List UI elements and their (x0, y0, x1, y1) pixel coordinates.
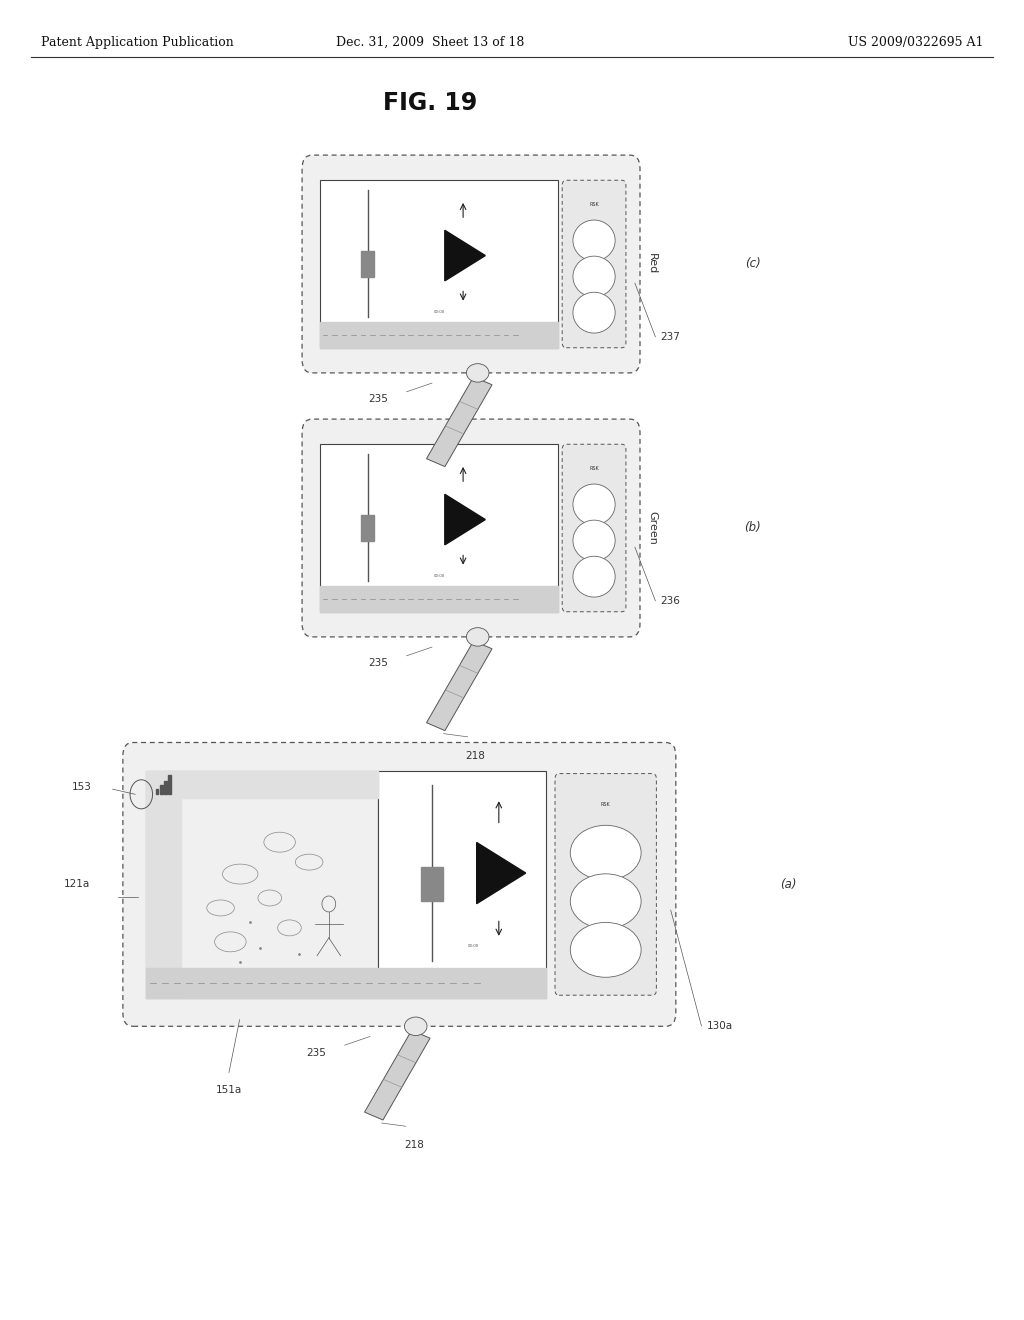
Bar (156, 788, 159, 795)
Ellipse shape (573, 292, 615, 333)
Text: 151a: 151a (216, 1085, 242, 1094)
Text: 11:06AM: 11:06AM (207, 783, 224, 787)
Bar (160, 784, 163, 795)
Bar (164, 781, 167, 795)
Ellipse shape (573, 220, 615, 261)
Ellipse shape (404, 1016, 427, 1035)
Text: 235: 235 (369, 659, 388, 668)
Ellipse shape (573, 520, 615, 561)
Text: (a): (a) (780, 878, 797, 891)
Text: LSK: LSK (523, 333, 531, 337)
Text: 218: 218 (466, 751, 485, 760)
Bar (146, 968, 546, 998)
Text: Green: Green (647, 511, 657, 545)
Text: (c): (c) (744, 257, 761, 271)
Text: US 2009/0322695 A1: US 2009/0322695 A1 (848, 36, 983, 49)
Text: FIG. 19: FIG. 19 (383, 91, 477, 115)
Text: 235: 235 (369, 395, 388, 404)
Bar (146, 771, 378, 799)
FancyBboxPatch shape (123, 742, 676, 1027)
Text: Red: Red (647, 253, 657, 275)
FancyBboxPatch shape (321, 444, 558, 612)
FancyBboxPatch shape (378, 771, 546, 998)
Text: RSK: RSK (589, 202, 599, 207)
Polygon shape (444, 494, 485, 545)
Text: 00:00: 00:00 (468, 944, 479, 948)
Ellipse shape (573, 256, 615, 297)
Ellipse shape (573, 556, 615, 597)
Text: 153: 153 (72, 781, 92, 792)
Ellipse shape (467, 363, 489, 383)
FancyBboxPatch shape (562, 445, 626, 611)
Bar (146, 799, 181, 998)
Text: Patent Application Publication: Patent Application Publication (41, 36, 233, 49)
Text: 121a: 121a (63, 879, 90, 890)
Bar (361, 251, 375, 277)
Bar (421, 867, 442, 902)
FancyBboxPatch shape (302, 420, 640, 638)
Polygon shape (426, 642, 493, 731)
Text: Dec. 31, 2009  Sheet 13 of 18: Dec. 31, 2009 Sheet 13 of 18 (336, 36, 524, 49)
Text: 218: 218 (403, 1140, 424, 1150)
Polygon shape (444, 230, 485, 281)
Text: (b): (b) (744, 521, 761, 535)
Text: LSK: LSK (523, 597, 531, 601)
FancyBboxPatch shape (146, 771, 378, 998)
Bar (168, 775, 171, 795)
Bar (321, 322, 558, 348)
Bar (321, 586, 558, 612)
Ellipse shape (570, 825, 641, 880)
Text: 00:00: 00:00 (434, 574, 444, 578)
FancyBboxPatch shape (562, 181, 626, 347)
Bar (361, 515, 375, 541)
Text: RSK: RSK (601, 801, 610, 807)
Text: RSK: RSK (589, 466, 599, 471)
Text: 130a: 130a (707, 1020, 733, 1031)
Ellipse shape (570, 923, 641, 977)
Polygon shape (365, 1030, 430, 1119)
Ellipse shape (467, 628, 489, 647)
FancyBboxPatch shape (302, 154, 640, 372)
Text: 237: 237 (660, 331, 680, 342)
Text: 236: 236 (660, 595, 680, 606)
Ellipse shape (570, 874, 641, 929)
FancyBboxPatch shape (321, 180, 558, 348)
Ellipse shape (573, 484, 615, 525)
Text: LSK: LSK (490, 981, 498, 985)
Text: 218: 218 (466, 487, 485, 496)
Polygon shape (426, 378, 493, 466)
Text: Movie 001: Movie 001 (162, 887, 166, 908)
FancyBboxPatch shape (555, 774, 656, 995)
Text: 00:00: 00:00 (434, 310, 444, 314)
Text: 235: 235 (306, 1048, 327, 1057)
Polygon shape (477, 842, 525, 904)
